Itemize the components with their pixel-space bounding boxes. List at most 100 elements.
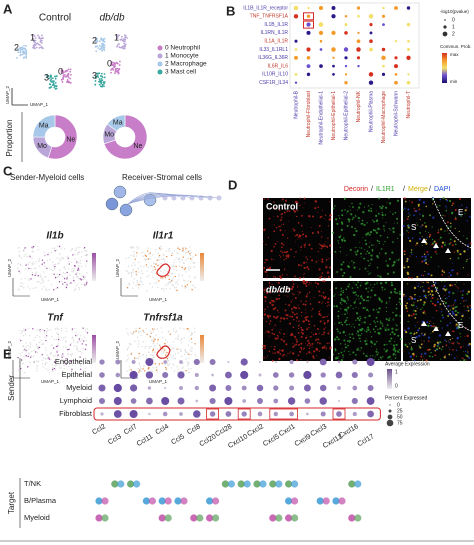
legend-swatch [157,45,163,51]
signal-speck [443,356,446,359]
signal-speck [346,212,348,214]
cell-icon [269,514,277,522]
signal-speck [444,339,446,342]
network-node [207,195,213,201]
umap-point [119,60,121,63]
dot [356,56,361,60]
signal-speck [372,328,375,331]
signal-speck [393,222,395,224]
feature-point [166,359,169,361]
dot [130,398,137,404]
signal-speck [376,219,379,222]
signal-speck [408,314,411,317]
feature-point [53,247,56,249]
signal-speck [393,346,396,348]
dot [352,385,358,391]
feature-point [184,252,187,254]
signal-speck [340,297,343,300]
signal-speck [367,299,370,302]
feature-point [58,273,61,276]
signal-speck [320,236,323,238]
signal-speck [459,333,461,335]
signal-speck [323,296,326,300]
separator: / [371,186,373,193]
feature-point [75,273,77,275]
feature-point [126,370,129,372]
feature-point [31,257,33,260]
signal-speck [454,216,457,219]
feature-point [130,254,132,257]
signal-speck [441,270,444,273]
feature-point [145,357,147,359]
signal-speck [303,197,306,200]
signal-speck [461,357,464,360]
feature-point [57,262,60,265]
feature-point [140,270,143,272]
umap-point [94,83,97,86]
signal-speck [286,237,289,239]
signal-speck [469,304,472,307]
size-key [442,31,448,37]
umap-point [25,55,28,58]
legend-tick: 2 [452,31,455,37]
signal-speck [348,218,351,221]
signal-speck [315,348,319,351]
umap-point [103,37,106,40]
signal-speck [315,260,318,263]
signal-speck [363,223,366,227]
signal-speck [374,229,377,232]
dot [357,64,360,68]
feature-point [41,329,44,331]
feature-point [183,279,185,282]
feature-point [58,245,61,248]
signal-speck [276,215,279,218]
feature-point [61,358,63,361]
signal-speck [436,253,438,255]
signal-speck [306,266,309,269]
signal-speck [406,225,408,227]
feature-point [50,329,52,331]
cell-icon [348,480,356,488]
signal-speck [402,350,404,352]
feature-point [160,245,162,248]
signal-speck [294,201,298,204]
feature-point [57,354,59,356]
feature-point [162,348,164,350]
signal-speck [370,284,372,286]
signal-speck [419,359,421,361]
donut-label: Mo [37,143,47,150]
dot [332,73,335,76]
feature-point [86,281,88,284]
umap-point [50,76,52,79]
feature-point [127,348,129,350]
signal-speck [295,338,298,341]
feature-point [154,351,156,353]
feature-point [172,341,175,343]
signal-speck [321,260,324,263]
legend-tick: 1 [395,369,398,375]
feature-point [45,330,48,333]
dot [368,14,374,19]
umap-point [113,62,116,65]
feature-point [154,267,156,269]
feature-point [138,370,141,373]
signal-speck [355,353,357,356]
signal-speck [311,336,313,338]
dot [177,371,185,379]
dot [394,40,398,43]
cell-icon [227,480,235,488]
feature-point [38,336,41,338]
feature-point [38,257,40,260]
feature-point [74,258,76,260]
signal-speck [346,303,348,305]
dot [164,386,167,390]
feature-point [52,370,54,373]
feature-point [176,366,178,368]
dot [343,47,349,52]
feature-point [65,286,68,289]
signal-speck [272,327,274,329]
feature-point [32,328,34,330]
signal-speck [375,214,378,218]
signal-speck [420,286,421,288]
tissue-boundary [432,280,472,332]
